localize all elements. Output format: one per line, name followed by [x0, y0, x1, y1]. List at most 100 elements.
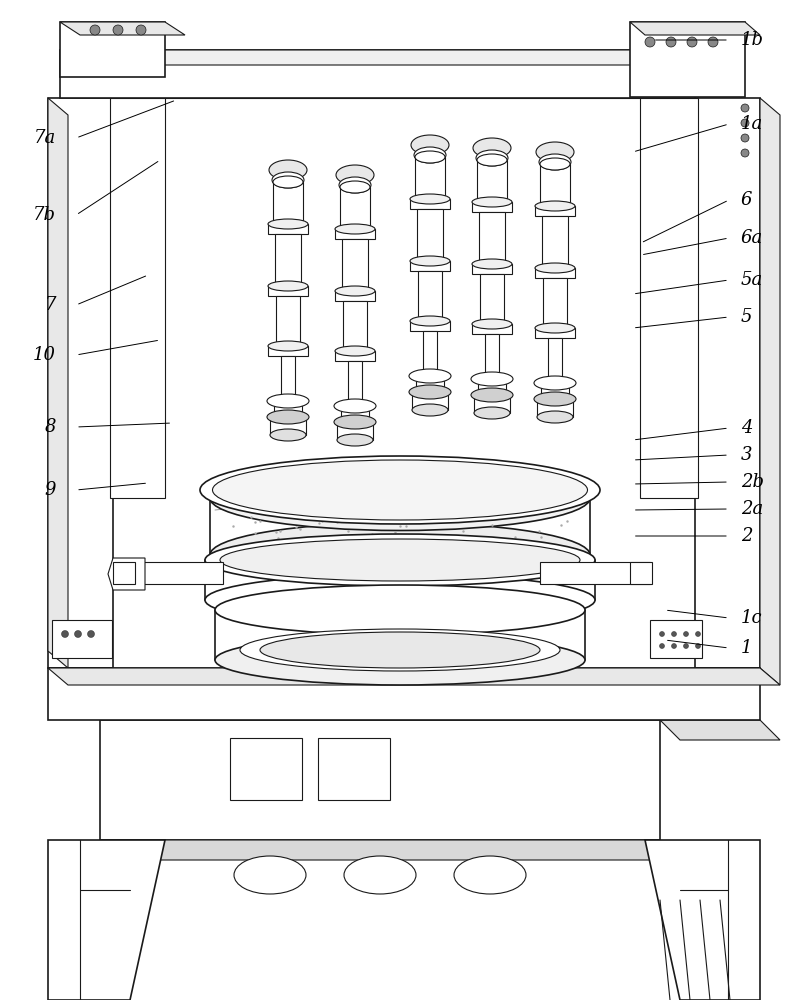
Polygon shape — [108, 558, 145, 590]
Bar — [268, 224, 308, 234]
Bar — [541, 383, 569, 399]
Circle shape — [671, 632, 677, 637]
Ellipse shape — [335, 286, 375, 296]
Text: 1b: 1b — [741, 31, 764, 49]
Ellipse shape — [412, 404, 448, 416]
Ellipse shape — [215, 635, 585, 685]
Bar — [281, 356, 295, 401]
Bar — [268, 286, 308, 296]
Bar — [650, 620, 702, 658]
Circle shape — [74, 631, 82, 638]
Circle shape — [113, 25, 123, 35]
Text: 8: 8 — [45, 418, 56, 436]
Ellipse shape — [540, 158, 570, 170]
Ellipse shape — [212, 460, 587, 520]
Text: 10: 10 — [33, 346, 56, 364]
Text: 4: 4 — [741, 419, 752, 437]
Bar — [485, 334, 499, 379]
Ellipse shape — [409, 385, 451, 399]
Ellipse shape — [220, 539, 580, 581]
Circle shape — [659, 644, 665, 648]
Polygon shape — [760, 98, 780, 685]
Ellipse shape — [472, 319, 512, 329]
Ellipse shape — [410, 316, 450, 326]
Ellipse shape — [471, 372, 513, 386]
Bar — [343, 301, 367, 351]
Ellipse shape — [337, 434, 373, 446]
Ellipse shape — [414, 147, 446, 163]
Ellipse shape — [474, 407, 510, 419]
Bar — [335, 351, 375, 361]
Bar — [630, 562, 652, 584]
Bar — [335, 229, 375, 239]
Text: 2: 2 — [741, 527, 752, 545]
Bar — [416, 376, 444, 392]
Ellipse shape — [269, 160, 307, 180]
Polygon shape — [100, 840, 680, 860]
Bar — [268, 346, 308, 356]
Bar — [537, 399, 573, 417]
Ellipse shape — [473, 138, 511, 158]
Text: 1: 1 — [741, 639, 752, 657]
Ellipse shape — [270, 429, 306, 441]
Bar — [410, 321, 450, 331]
Ellipse shape — [344, 856, 416, 894]
Bar — [52, 620, 112, 658]
Ellipse shape — [410, 194, 450, 204]
Polygon shape — [645, 840, 760, 1000]
Bar — [423, 331, 437, 376]
Ellipse shape — [534, 392, 576, 406]
Bar — [48, 668, 760, 720]
Polygon shape — [60, 22, 185, 35]
Text: 5: 5 — [741, 308, 752, 326]
Ellipse shape — [335, 346, 375, 356]
Bar — [273, 182, 303, 224]
Bar — [270, 417, 306, 435]
Ellipse shape — [409, 369, 451, 383]
Bar — [417, 209, 443, 261]
Ellipse shape — [535, 323, 575, 333]
Ellipse shape — [267, 410, 309, 424]
Ellipse shape — [534, 376, 576, 390]
Bar — [543, 278, 567, 328]
Bar — [472, 264, 512, 274]
Ellipse shape — [539, 154, 571, 170]
Circle shape — [741, 104, 749, 112]
Text: 7: 7 — [45, 296, 56, 314]
Ellipse shape — [335, 224, 375, 234]
Circle shape — [87, 631, 95, 638]
Text: 2a: 2a — [741, 500, 763, 518]
Ellipse shape — [535, 263, 575, 273]
Text: 6: 6 — [741, 191, 752, 209]
Bar — [410, 261, 450, 271]
Bar — [318, 738, 390, 800]
Circle shape — [683, 632, 689, 637]
Bar — [548, 338, 562, 383]
Bar — [640, 98, 698, 498]
Ellipse shape — [210, 522, 590, 587]
Bar — [337, 422, 373, 440]
Bar — [341, 406, 369, 422]
Bar — [474, 395, 510, 413]
Circle shape — [741, 119, 749, 127]
Bar — [113, 562, 135, 584]
Circle shape — [695, 632, 701, 637]
Bar — [542, 216, 568, 268]
Circle shape — [645, 37, 655, 47]
Circle shape — [741, 134, 749, 142]
Bar — [478, 379, 506, 395]
Bar — [540, 164, 570, 206]
Polygon shape — [48, 98, 68, 668]
Bar — [535, 268, 575, 278]
Bar — [412, 392, 448, 410]
Bar — [472, 202, 512, 212]
Ellipse shape — [240, 629, 560, 671]
Bar — [477, 160, 507, 202]
Ellipse shape — [537, 411, 573, 423]
Circle shape — [136, 25, 146, 35]
Ellipse shape — [472, 259, 512, 269]
Circle shape — [687, 37, 697, 47]
Circle shape — [90, 25, 100, 35]
Ellipse shape — [410, 256, 450, 266]
Ellipse shape — [340, 181, 370, 193]
